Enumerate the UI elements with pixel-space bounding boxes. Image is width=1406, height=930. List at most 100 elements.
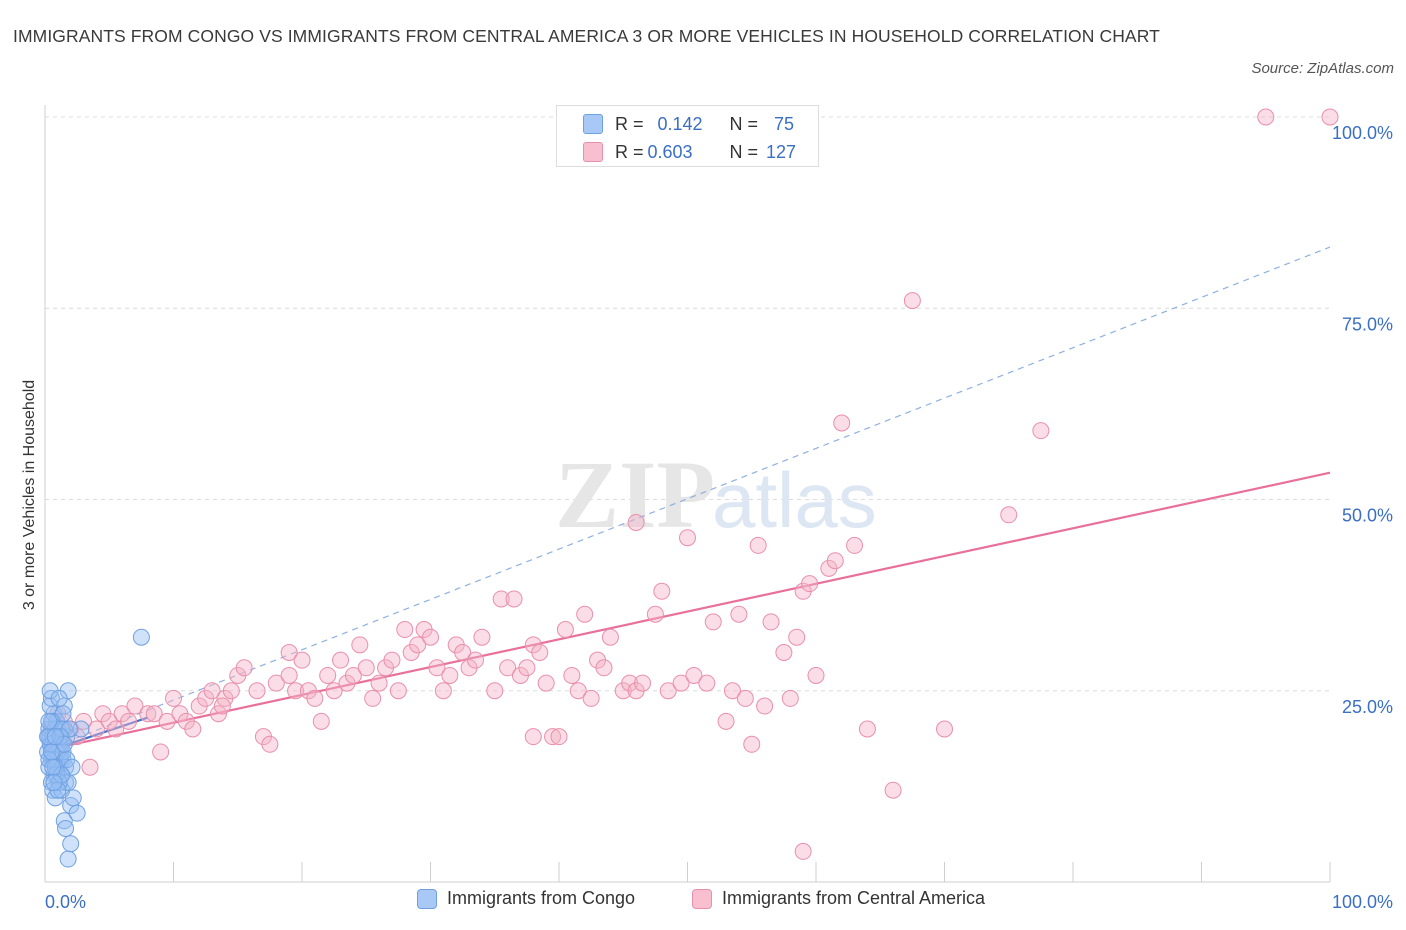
point-central-america <box>563 666 581 684</box>
point-central-america <box>653 582 671 600</box>
point-central-america <box>261 735 279 753</box>
x-tick-label: 100.0% <box>1332 892 1393 912</box>
point-central-america <box>280 644 298 661</box>
stats-n-label: N = <box>729 141 759 162</box>
point-central-america <box>422 628 439 646</box>
point-congo <box>40 712 58 730</box>
point-central-america <box>788 628 806 646</box>
point-central-america <box>107 720 125 738</box>
point-central-america <box>749 536 767 554</box>
grid-lines <box>45 116 1330 692</box>
y-tick-label: 50.0% <box>1342 506 1393 526</box>
point-central-america <box>679 529 696 547</box>
point-central-america <box>454 644 472 661</box>
point-central-america <box>139 705 157 723</box>
point-central-america <box>267 674 285 692</box>
point-central-america <box>409 636 427 654</box>
point-central-america <box>306 689 324 707</box>
point-central-america <box>704 613 722 631</box>
point-central-america <box>332 651 350 669</box>
point-central-america <box>659 682 677 700</box>
stats-r-value: 0.603 <box>647 141 693 162</box>
stats-swatch-congo <box>583 114 603 134</box>
point-central-america <box>775 644 793 661</box>
point-central-america <box>595 659 613 677</box>
point-central-america <box>213 697 231 715</box>
point-central-america <box>807 666 825 684</box>
point-central-america <box>531 644 549 661</box>
point-congo <box>51 728 69 746</box>
source-label: Source: ZipAtlas.com <box>1251 60 1394 77</box>
point-congo <box>50 689 68 707</box>
series-congo <box>39 628 150 868</box>
stats-row-congo: R = 0.142 N = 75 <box>583 111 794 137</box>
trend-line-central-america <box>44 471 1331 752</box>
legend-label-congo: Immigrants from Congo <box>447 888 636 908</box>
point-central-america <box>396 621 414 639</box>
point-central-america <box>248 682 266 700</box>
point-central-america <box>473 628 491 646</box>
point-central-america <box>936 720 953 738</box>
point-central-america <box>518 659 536 677</box>
point-central-america <box>717 712 735 730</box>
stats-r-value: 0.142 <box>657 113 703 134</box>
stats-n-value: 75 <box>774 113 795 134</box>
point-central-america <box>466 651 484 669</box>
point-congo <box>132 628 150 646</box>
stats-r-label: R = <box>615 113 644 134</box>
point-central-america <box>544 728 562 746</box>
point-congo <box>72 720 90 738</box>
point-central-america <box>736 689 754 707</box>
legend-item-central-america[interactable]: Immigrants from Central America <box>692 888 985 909</box>
point-central-america <box>698 674 716 692</box>
point-central-america <box>1257 108 1275 126</box>
point-central-america <box>287 682 305 700</box>
point-central-america <box>325 682 343 700</box>
bottom-legend: Immigrants from Congo Immigrants from Ce… <box>0 888 1406 918</box>
point-congo <box>45 774 63 792</box>
point-central-america <box>569 682 587 700</box>
point-central-america <box>801 575 819 593</box>
legend-swatch-congo <box>417 888 437 909</box>
point-central-america <box>582 689 600 707</box>
point-central-america <box>383 651 401 669</box>
point-central-america <box>858 720 876 738</box>
y-tick-label: 75.0% <box>1342 314 1393 334</box>
point-central-america <box>762 613 780 631</box>
point-central-america <box>441 666 459 684</box>
point-central-america <box>903 292 921 310</box>
watermark-atlas: atlas <box>712 456 877 544</box>
point-central-america <box>81 758 99 776</box>
point-central-america <box>833 414 851 432</box>
y-tick-label: 100.0% <box>1332 123 1393 143</box>
chart-title: IMMIGRANTS FROM CONGO VS IMMIGRANTS FROM… <box>13 26 1160 46</box>
point-central-america <box>357 659 375 677</box>
point-central-america <box>152 743 170 761</box>
point-central-america <box>794 842 812 860</box>
stats-n-value: 127 <box>766 141 797 162</box>
point-central-america <box>524 728 542 746</box>
point-central-america <box>781 689 799 707</box>
point-central-america <box>505 590 523 608</box>
x-tick-label: 0.0% <box>45 892 86 912</box>
series-central-america <box>42 108 1339 860</box>
point-central-america <box>556 621 574 639</box>
point-central-america <box>280 666 298 684</box>
point-central-america <box>428 659 446 677</box>
point-central-america <box>370 674 388 692</box>
point-central-america <box>293 651 311 669</box>
point-central-america <box>634 674 652 692</box>
point-central-america <box>312 712 330 730</box>
stats-row-central: R = 0.603 N = 127 <box>583 139 796 165</box>
point-central-america <box>165 689 182 707</box>
point-central-america <box>576 605 594 623</box>
point-central-america <box>672 674 690 692</box>
point-central-america <box>87 720 105 738</box>
point-congo <box>64 789 82 807</box>
point-central-america <box>434 682 452 700</box>
point-congo <box>62 835 80 853</box>
point-central-america <box>222 682 240 700</box>
legend-item-congo[interactable]: Immigrants from Congo <box>417 888 635 909</box>
point-central-america <box>550 728 568 746</box>
